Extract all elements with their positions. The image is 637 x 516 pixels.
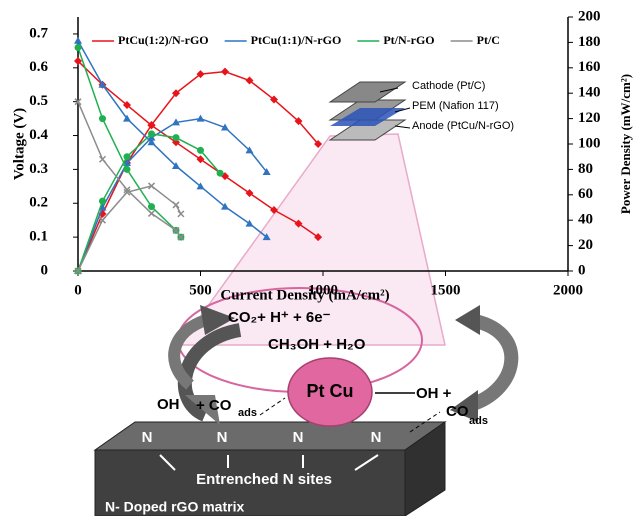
y-axis-label: Voltage (V) xyxy=(11,108,27,180)
y2-tick-label: 40 xyxy=(578,212,593,228)
y2-tick-label: 100 xyxy=(578,135,601,151)
matrix-label: N- Doped rGO matrix xyxy=(105,499,244,515)
marker xyxy=(197,115,205,122)
y2-tick-label: 120 xyxy=(578,110,601,126)
ads-label: ads xyxy=(469,415,488,427)
y-tick-label: 0 xyxy=(41,262,49,278)
marker xyxy=(217,170,224,177)
legend-label: Pt/C xyxy=(477,33,500,47)
marker xyxy=(197,147,204,154)
ads-label: ads xyxy=(238,407,257,419)
legend-entry: PtCu(1:1)/N-rGO xyxy=(225,33,342,47)
marker xyxy=(100,156,106,162)
marker xyxy=(246,220,254,227)
y2-tick-label: 20 xyxy=(578,237,593,253)
y-tick-label: 0.7 xyxy=(29,25,48,41)
marker xyxy=(178,211,184,217)
legend-label: Pt/N-rGO xyxy=(383,33,434,47)
marker xyxy=(99,198,106,205)
legend-entry: PtCu(1:2)/N-rGO xyxy=(92,33,209,47)
marker xyxy=(75,44,82,51)
ptcu-label: Pt Cu xyxy=(307,381,354,401)
legend-label: PtCu(1:1)/N-rGO xyxy=(251,33,342,47)
figure: 050010001500200000.10.20.30.40.50.60.702… xyxy=(0,0,637,516)
inset-label: Anode (PtCu/N-rGO) xyxy=(412,120,514,132)
reactants-label: CH₃OH + H₂O xyxy=(268,336,366,353)
inset-label: PEM (Nafion 117) xyxy=(412,100,499,112)
y2-tick-label: 0 xyxy=(578,262,586,278)
n-site-label: N xyxy=(293,429,304,446)
y-tick-label: 0.5 xyxy=(29,93,48,109)
y2-tick-label: 140 xyxy=(578,85,601,101)
y2-tick-label: 160 xyxy=(578,59,601,75)
y2-tick-label: 200 xyxy=(578,8,601,24)
legend-label: PtCu(1:2)/N-rGO xyxy=(118,33,209,47)
co-label: CO xyxy=(446,403,469,420)
oh-label: OH + xyxy=(416,385,452,402)
marker xyxy=(149,210,155,216)
oh-label: OH xyxy=(157,396,180,413)
x-axis-label: Current Density (mA/cm²) xyxy=(220,287,389,303)
marker xyxy=(148,203,155,210)
marker xyxy=(74,37,82,44)
marker xyxy=(173,134,180,141)
y-tick-label: 0.1 xyxy=(29,229,48,245)
entrenched-label: Entrenched N sites xyxy=(196,471,332,488)
marker xyxy=(173,202,179,208)
legend-entry: Pt/N-rGO xyxy=(357,33,434,47)
y-tick-label: 0.4 xyxy=(29,127,48,143)
y2-tick-label: 60 xyxy=(578,186,593,202)
y-tick-label: 0.6 xyxy=(29,59,48,75)
products-label: CO₂+ H⁺ + 6e⁻ xyxy=(228,309,331,326)
x-tick-label: 1500 xyxy=(431,282,461,298)
y2-axis-label: Power Density (mW/cm²) xyxy=(618,74,633,214)
marker xyxy=(221,68,229,76)
n-site-label: N xyxy=(217,429,228,446)
x-tick-label: 0 xyxy=(74,282,82,298)
y2-tick-label: 80 xyxy=(578,161,593,177)
x-tick-label: 500 xyxy=(189,282,212,298)
x-tick-label: 2000 xyxy=(553,282,583,298)
legend-entry: Pt/C xyxy=(451,33,500,47)
marker xyxy=(124,153,131,160)
marker xyxy=(99,115,106,122)
n-site-label: N xyxy=(371,429,382,446)
inset-label: Cathode (Pt/C) xyxy=(412,80,485,92)
y-tick-label: 0.3 xyxy=(29,161,48,177)
y-tick-label: 0.2 xyxy=(29,195,48,211)
y2-tick-label: 180 xyxy=(578,34,601,50)
co-label: + CO xyxy=(196,397,232,414)
marker xyxy=(148,130,155,137)
n-site-label: N xyxy=(142,429,153,446)
marker xyxy=(124,166,131,173)
